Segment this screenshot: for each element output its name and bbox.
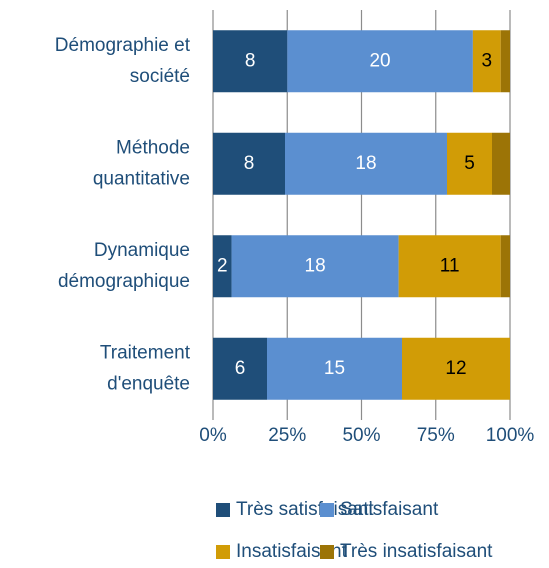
- y-tick-label: Méthode quantitative: [93, 137, 190, 189]
- data-label: 20: [369, 50, 390, 71]
- data-label: 15: [324, 358, 345, 379]
- bar-segment: [398, 235, 501, 298]
- x-tick-label: 0%: [199, 425, 227, 446]
- data-label: 3: [482, 50, 493, 71]
- y-tick-label: Traitement d'enquête: [100, 342, 191, 394]
- x-tick-label: 50%: [342, 425, 380, 446]
- legend-swatch: [216, 503, 230, 517]
- bar-segment: [447, 132, 492, 195]
- bar-segment: [492, 132, 510, 195]
- bar-segment: [402, 337, 510, 400]
- legend-label: Très insatisfaisant: [340, 541, 493, 562]
- data-label: 8: [244, 153, 255, 174]
- data-label: 18: [305, 255, 326, 276]
- y-tick-label: Démographie et société: [55, 35, 191, 87]
- legend-label: Satisfaisant: [340, 499, 439, 520]
- legend-label: Très satisfaisant: [236, 499, 374, 520]
- bar-segment: [231, 235, 399, 298]
- bar-segment: [213, 337, 267, 400]
- data-label: 2: [217, 255, 228, 276]
- bar-segment: [472, 30, 501, 93]
- bar-segment: [285, 132, 447, 195]
- data-label: 6: [235, 358, 246, 379]
- y-tick-label: Dynamique démographique: [58, 240, 190, 292]
- x-tick-label: 75%: [417, 425, 455, 446]
- bar-segment: [213, 132, 285, 195]
- legend-swatch: [216, 545, 230, 559]
- data-label: 11: [440, 255, 460, 276]
- legend-swatch: [320, 503, 334, 517]
- bar-segment: [213, 235, 232, 298]
- data-label: 18: [355, 153, 376, 174]
- legend-swatch: [320, 545, 334, 559]
- legend-label: Insatisfaisant: [236, 541, 348, 562]
- x-tick-label: 100%: [486, 425, 535, 446]
- data-label: 8: [245, 50, 256, 71]
- bar-segment: [500, 235, 510, 298]
- bar-segment: [213, 30, 288, 93]
- x-tick-label: 25%: [268, 425, 306, 446]
- bar-segment: [267, 337, 402, 400]
- bar-segment: [287, 30, 473, 93]
- bar-segment: [500, 30, 510, 93]
- data-label: 5: [464, 153, 475, 174]
- data-label: 12: [445, 358, 466, 379]
